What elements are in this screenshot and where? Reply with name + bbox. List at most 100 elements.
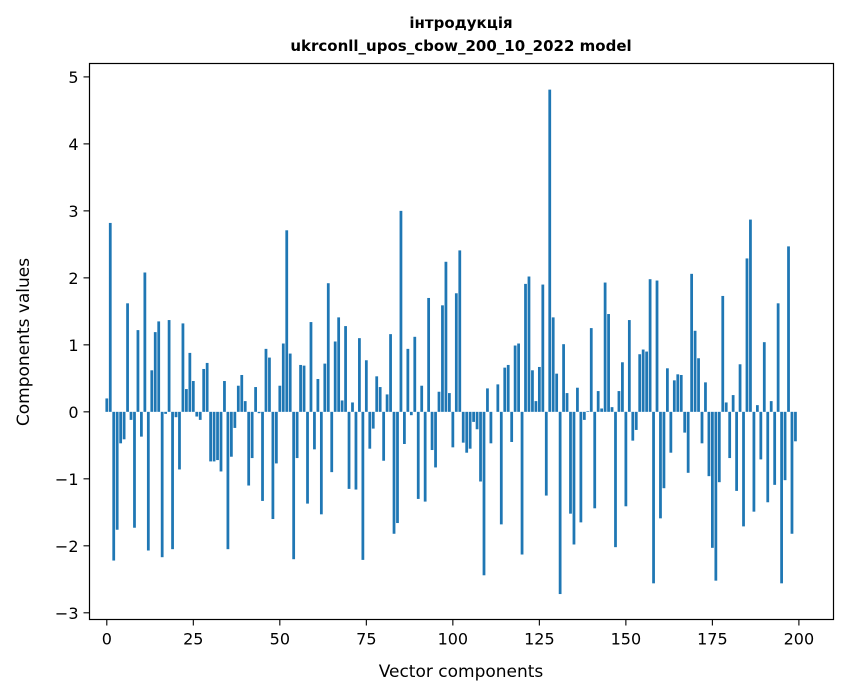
bar — [126, 303, 129, 412]
bar — [229, 411, 233, 457]
bar — [666, 368, 669, 412]
bar — [385, 394, 389, 412]
bar — [153, 332, 157, 412]
bar — [302, 365, 306, 412]
bar — [707, 411, 711, 477]
bar — [468, 411, 472, 449]
bar — [641, 349, 645, 412]
bar — [313, 411, 316, 450]
bar — [309, 322, 313, 412]
bar — [136, 330, 140, 412]
bar — [198, 411, 202, 420]
bar — [216, 411, 219, 461]
bar — [486, 388, 489, 412]
bar — [250, 411, 254, 459]
bar — [686, 411, 690, 473]
bar — [783, 411, 787, 481]
bar — [596, 391, 600, 412]
bar — [164, 411, 168, 414]
bar — [375, 376, 379, 412]
bar — [115, 411, 119, 530]
bar — [683, 411, 687, 433]
bar — [655, 280, 659, 412]
y-tick-label: 3 — [68, 202, 78, 221]
y-tick-label: 4 — [68, 135, 78, 154]
bar — [150, 370, 154, 412]
bar — [340, 400, 344, 412]
x-tick-label: 75 — [356, 630, 376, 649]
bar — [482, 411, 486, 576]
bar — [416, 411, 420, 499]
bar — [531, 370, 534, 412]
bar — [749, 219, 752, 412]
x-tick-label: 50 — [270, 630, 290, 649]
bar — [704, 382, 707, 412]
bar — [413, 336, 417, 412]
bar — [140, 411, 143, 437]
bar — [454, 293, 458, 412]
bar — [579, 411, 583, 523]
bar — [191, 381, 195, 412]
bar — [133, 411, 136, 528]
bar — [562, 344, 565, 412]
bar — [735, 411, 738, 491]
bar — [517, 343, 520, 412]
bar — [537, 366, 541, 412]
bar — [600, 408, 604, 412]
bar — [188, 352, 192, 412]
bar — [659, 411, 662, 519]
bar — [437, 391, 441, 412]
bar — [247, 411, 251, 486]
bar — [223, 381, 226, 412]
bar-series — [105, 89, 797, 595]
y-tick-label: 1 — [68, 336, 78, 355]
bar — [534, 401, 538, 412]
bar — [461, 411, 465, 443]
bar — [274, 411, 278, 464]
bar — [603, 282, 607, 412]
bar — [323, 363, 327, 412]
x-tick-label: 200 — [784, 630, 815, 649]
bar — [551, 317, 555, 412]
bar — [382, 411, 386, 461]
bar — [209, 411, 212, 462]
bar — [406, 348, 410, 412]
bar — [351, 402, 354, 412]
bar — [288, 353, 292, 412]
bar — [662, 411, 666, 489]
bar — [548, 89, 552, 412]
bar — [112, 411, 116, 561]
x-tick-label: 25 — [183, 630, 203, 649]
bar — [448, 393, 451, 412]
bar — [119, 411, 123, 444]
chart-title: інтродукція — [409, 14, 512, 32]
bar — [285, 230, 289, 412]
bar — [143, 272, 147, 412]
bar — [160, 411, 164, 558]
x-tick-label: 150 — [611, 630, 642, 649]
bar — [364, 360, 368, 412]
bar — [652, 411, 655, 584]
bar — [475, 411, 479, 430]
y-tick-label: 0 — [68, 403, 78, 422]
bar — [105, 398, 109, 412]
bar — [496, 384, 500, 412]
bar — [510, 411, 514, 442]
bar — [479, 411, 482, 482]
bar — [499, 411, 503, 525]
bar — [399, 210, 403, 412]
y-tick-label: −2 — [55, 537, 79, 556]
bar — [264, 348, 268, 412]
bar — [752, 411, 756, 512]
bar — [330, 411, 334, 473]
x-axis-label: Vector components — [379, 662, 544, 682]
bar — [714, 411, 718, 581]
bar — [378, 387, 382, 412]
bar — [326, 283, 330, 412]
y-tick-label: 2 — [68, 269, 78, 288]
bar — [243, 401, 247, 412]
x-tick-label: 0 — [102, 630, 112, 649]
bar — [506, 364, 510, 412]
bar — [389, 334, 392, 412]
